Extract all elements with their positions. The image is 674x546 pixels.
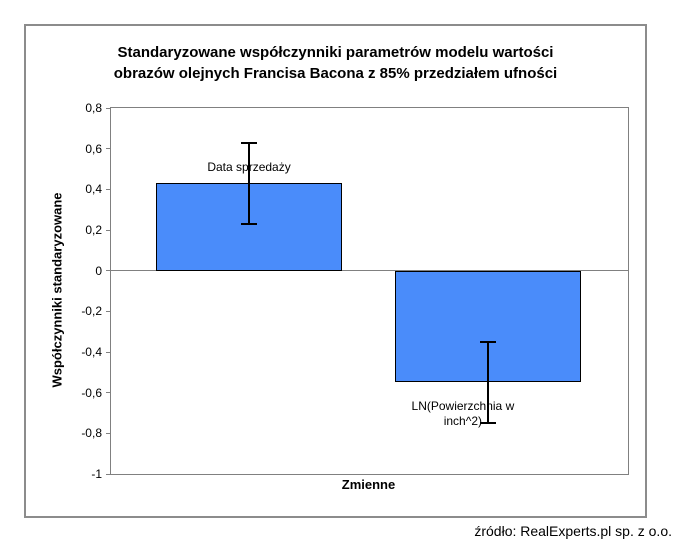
bar-label-2: LN(Powierzchnia w inch^2) (411, 398, 515, 428)
error-bar-cap-top (479, 340, 496, 343)
source-caption: źródło: RealExperts.pl sp. z o.o. (474, 523, 672, 539)
chart-border: Standaryzowane współczynniki parametrów … (24, 24, 647, 518)
error-bar-cap-top (241, 141, 258, 144)
y-axis-tick-mark (106, 270, 111, 272)
y-axis-tick-mark (106, 473, 111, 475)
y-axis-title: Współczynniki standaryzowane (49, 192, 65, 388)
y-axis-tick-label: 0,2 (85, 223, 102, 237)
x-axis-title: Zmienne (341, 477, 396, 492)
y-axis-tick-mark (106, 148, 111, 150)
y-axis-tick-mark (106, 432, 111, 434)
bar-label-1: Data sprzedaży (207, 160, 291, 175)
zero-line (111, 270, 628, 272)
y-axis-tick-label: -0,2 (81, 304, 102, 319)
y-axis-tick-mark (106, 229, 111, 231)
error-bar-stem (248, 142, 251, 224)
y-axis-tick-label: 0 (95, 263, 102, 278)
chart-title: Standaryzowane współczynniki parametrów … (26, 42, 645, 84)
y-axis-tick-label: -0,6 (81, 385, 102, 400)
error-bar-cap-bottom (479, 422, 496, 425)
y-axis-tick-label: -0,8 (81, 426, 102, 441)
error-bar-stem (486, 341, 489, 424)
y-axis-tick-label: 0,4 (85, 182, 102, 197)
y-axis-tick-label: -1 (91, 467, 102, 481)
y-axis-tick-mark (106, 310, 111, 312)
y-axis-tick-label: 0,6 (85, 141, 102, 156)
error-bar-cap-bottom (241, 222, 258, 225)
chart-title-line-2: obrazów olejnych Francisa Bacona z 85% p… (113, 65, 558, 82)
y-axis-tick-mark (106, 188, 111, 190)
plot-area: 0,8 0,6 0,4 0,2 0 -0,2 -0,4 -0,6 -0,8 -1 Data sprz… (81, 101, 629, 481)
y-axis-tick-mark (106, 351, 111, 353)
chart-title-line-1: Standaryzowane współczynniki parametrów … (117, 44, 554, 61)
y-axis-tick-label: -0,4 (81, 345, 102, 359)
y-axis-tick-label: 0,8 (85, 101, 102, 115)
y-axis-tick-mark (106, 392, 111, 394)
y-axis-tick-mark (106, 107, 111, 109)
